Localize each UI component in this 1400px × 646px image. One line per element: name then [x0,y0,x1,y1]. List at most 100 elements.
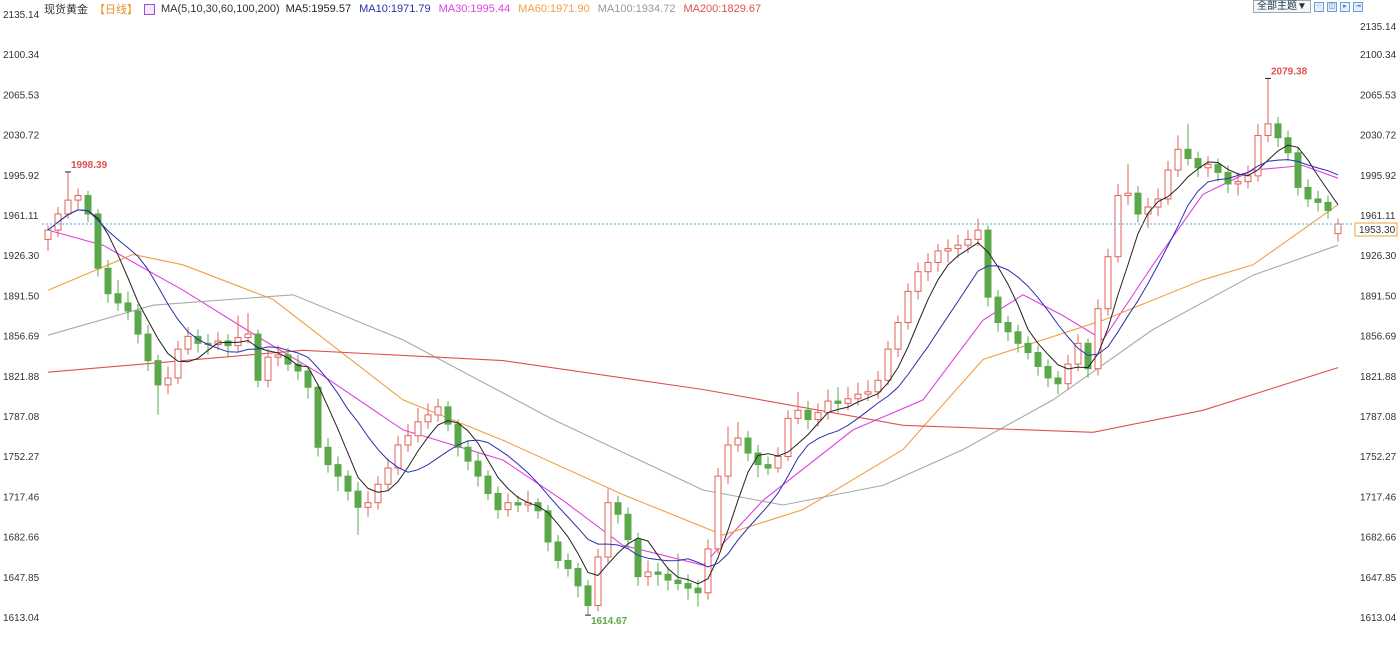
candle [1324,195,1332,219]
candle [764,456,772,475]
y-tick-label: 1647.85 [1360,573,1397,584]
y-tick-label: 1821.88 [3,372,40,383]
candle [1294,146,1302,196]
candle [134,304,142,344]
candle [684,574,692,600]
y-tick-label: 1891.50 [3,291,40,302]
candle [724,426,732,485]
candle [364,491,372,517]
candle [994,290,1002,332]
ma-value-3: MA60:1971.90 [518,3,590,15]
y-tick-label: 1682.66 [1360,533,1397,544]
y-tick-label: 1787.08 [3,412,40,423]
instrument-name: 现货黄金 [44,4,88,16]
candle [394,435,402,475]
candle [174,341,182,384]
candle [624,507,632,549]
y-tick-label: 1821.88 [1360,372,1397,383]
candle [934,243,942,272]
candle [804,401,812,429]
candle [254,329,262,388]
candle [414,408,422,443]
ma-value-1: MA10:1971.79 [359,3,431,15]
split-view-icon[interactable]: ◫ [1326,1,1337,12]
y-tick-label: 1613.04 [1360,613,1397,624]
last-price-box [1354,222,1398,237]
candle [1084,338,1092,378]
candle [404,424,412,452]
candle [594,548,602,612]
ma-value-0: MA5:1959.57 [285,3,352,15]
candle [374,476,382,510]
y-tick-label: 1961.11 [1360,211,1396,222]
candle [114,279,122,311]
candles [44,78,1342,616]
annotations: 1998.39 1614.67 2079.38 [65,66,1308,627]
candle [1114,183,1122,263]
y-tick-label: 1752.27 [1360,452,1397,463]
extreme-label: 2079.38 [1271,66,1308,77]
candle [564,553,572,577]
candle [834,387,842,413]
y-tick-label: 1717.46 [1360,492,1397,503]
y-tick-label: 1856.69 [1360,332,1397,343]
candle [424,403,432,429]
candle [1034,345,1042,376]
candle [984,225,992,307]
candle [74,188,82,210]
candle [814,403,822,427]
candle [334,456,342,492]
y-tick-label: 1717.46 [3,492,40,503]
y-tick-label: 2100.34 [3,50,40,61]
candle [794,391,802,425]
candle [744,431,752,462]
candle [1014,324,1022,353]
theme-select[interactable]: 全部主题▼ [1253,0,1311,13]
candle [1274,116,1282,147]
candle [64,171,72,219]
y-tick-label: 2065.53 [1360,90,1397,101]
candle [274,345,282,367]
candle [1334,218,1342,242]
fullscreen-icon[interactable]: ⁘ [1313,1,1324,12]
candle [574,562,582,598]
candle [944,239,952,263]
y-tick-label: 1995.92 [1360,171,1397,182]
period-label[interactable]: 【日线】 [94,4,138,16]
candle [1204,156,1212,178]
candle [584,580,592,616]
ma-line-ma10 [47,159,1339,568]
y-tick-label: 1995.92 [3,171,40,182]
ma-line-ma200 [47,349,1339,433]
ma-value-4: MA100:1934.72 [597,3,676,15]
candle [634,532,642,586]
moving-average-lines [47,164,1339,566]
candle [284,347,292,372]
scroll-end-icon[interactable]: ⇥ [1352,1,1363,12]
short-moving-averages [47,144,1339,585]
candle [344,470,352,501]
y-tick-label: 1752.27 [3,452,40,463]
candle [474,451,482,487]
candle [974,218,982,247]
chart-header: 现货黄金 【日线】 MA(5,10,30,60,100,200) MA5:195… [44,1,761,17]
ma-value-2: MA30:1995.44 [438,3,511,15]
toolbar: 全部主题▼ ⁘ ◫ ▸ ⇥ [1253,0,1363,13]
y-tick-label: 1682.66 [3,533,40,544]
ma-value-5: MA200:1829.67 [683,3,762,15]
candle [1074,334,1082,372]
candle [1194,151,1202,178]
ma-settings-icon[interactable] [144,3,155,15]
scroll-right-icon[interactable]: ▸ [1339,1,1350,12]
y-axis-left: 2135.14 2100.34 2065.53 2030.72 1995.92 1961.… [3,10,40,624]
candle [914,262,922,300]
ma-line-ma5 [47,144,1339,585]
ma-params[interactable]: MA(5,10,30,60,100,200) [161,3,280,15]
candle [464,440,472,471]
candle [774,447,782,473]
candle [1174,135,1182,178]
candle [224,334,232,358]
candle [644,560,652,586]
candle [924,253,932,281]
